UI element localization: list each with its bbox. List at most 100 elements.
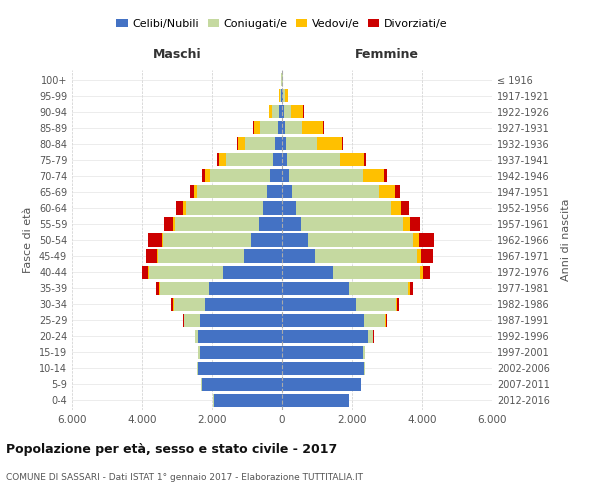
Bar [282,298,355,310]
Bar [161,234,163,246]
Bar [362,170,383,182]
Bar [270,170,282,182]
Bar [282,153,287,166]
Bar [245,137,275,150]
Bar [238,137,245,150]
Bar [200,314,282,327]
Bar [183,202,186,214]
Bar [176,202,183,214]
Bar [292,186,379,198]
Y-axis label: Fasce di età: Fasce di età [23,207,33,273]
Bar [142,266,148,278]
Bar [413,234,419,246]
Bar [198,362,282,375]
Bar [260,121,278,134]
Bar [209,282,282,294]
Bar [164,218,173,230]
Bar [190,186,194,198]
Bar [254,121,260,134]
Bar [282,362,364,375]
Bar [284,105,291,118]
Bar [194,186,197,198]
Text: Femmine: Femmine [355,48,419,61]
Bar [149,266,223,278]
Bar [421,250,433,262]
Bar [158,250,244,262]
Bar [386,314,387,327]
Bar [263,202,282,214]
Text: Popolazione per età, sesso e stato civile - 2017: Popolazione per età, sesso e stato civil… [6,442,337,456]
Bar [269,105,272,118]
Bar [278,121,282,134]
Bar [201,378,202,391]
Bar [282,330,368,343]
Bar [195,330,198,343]
Bar [282,314,364,327]
Bar [302,121,323,134]
Bar [408,282,410,294]
Bar [282,234,308,246]
Bar [184,314,200,327]
Bar [223,266,282,278]
Bar [286,137,317,150]
Bar [308,234,413,246]
Bar [395,186,400,198]
Bar [272,105,279,118]
Bar [419,234,434,246]
Bar [175,218,259,230]
Bar [157,250,158,262]
Bar [285,121,302,134]
Bar [198,346,200,359]
Bar [282,89,283,102]
Bar [244,250,282,262]
Bar [401,202,409,214]
Bar [202,378,282,391]
Bar [163,234,251,246]
Bar [146,250,157,262]
Bar [283,89,285,102]
Bar [315,250,417,262]
Bar [237,137,238,150]
Bar [364,314,385,327]
Bar [279,105,282,118]
Bar [333,266,420,278]
Bar [282,186,292,198]
Y-axis label: Anni di nascita: Anni di nascita [561,198,571,281]
Bar [396,298,397,310]
Bar [397,298,398,310]
Bar [291,105,304,118]
Bar [417,250,421,262]
Bar [202,170,205,182]
Bar [186,202,263,214]
Bar [410,218,420,230]
Text: Maschi: Maschi [152,48,202,61]
Bar [282,250,315,262]
Bar [259,218,282,230]
Bar [205,298,282,310]
Bar [172,298,173,310]
Bar [282,170,289,182]
Bar [362,346,365,359]
Bar [173,298,205,310]
Bar [289,170,362,182]
Bar [282,282,349,294]
Bar [217,153,219,166]
Bar [156,282,159,294]
Legend: Celibi/Nubili, Coniugati/e, Vedovi/e, Divorziati/e: Celibi/Nubili, Coniugati/e, Vedovi/e, Di… [112,14,452,33]
Bar [355,298,396,310]
Bar [282,378,361,391]
Bar [219,153,226,166]
Bar [403,218,410,230]
Bar [349,282,408,294]
Bar [301,218,403,230]
Text: COMUNE DI SASSARI - Dati ISTAT 1° gennaio 2017 - Elaborazione TUTTITALIA.IT: COMUNE DI SASSARI - Dati ISTAT 1° gennai… [6,472,363,482]
Bar [200,346,282,359]
Bar [385,314,386,327]
Bar [281,89,282,102]
Bar [210,170,270,182]
Bar [391,202,401,214]
Bar [282,218,301,230]
Bar [282,137,286,150]
Bar [282,266,333,278]
Bar [160,282,209,294]
